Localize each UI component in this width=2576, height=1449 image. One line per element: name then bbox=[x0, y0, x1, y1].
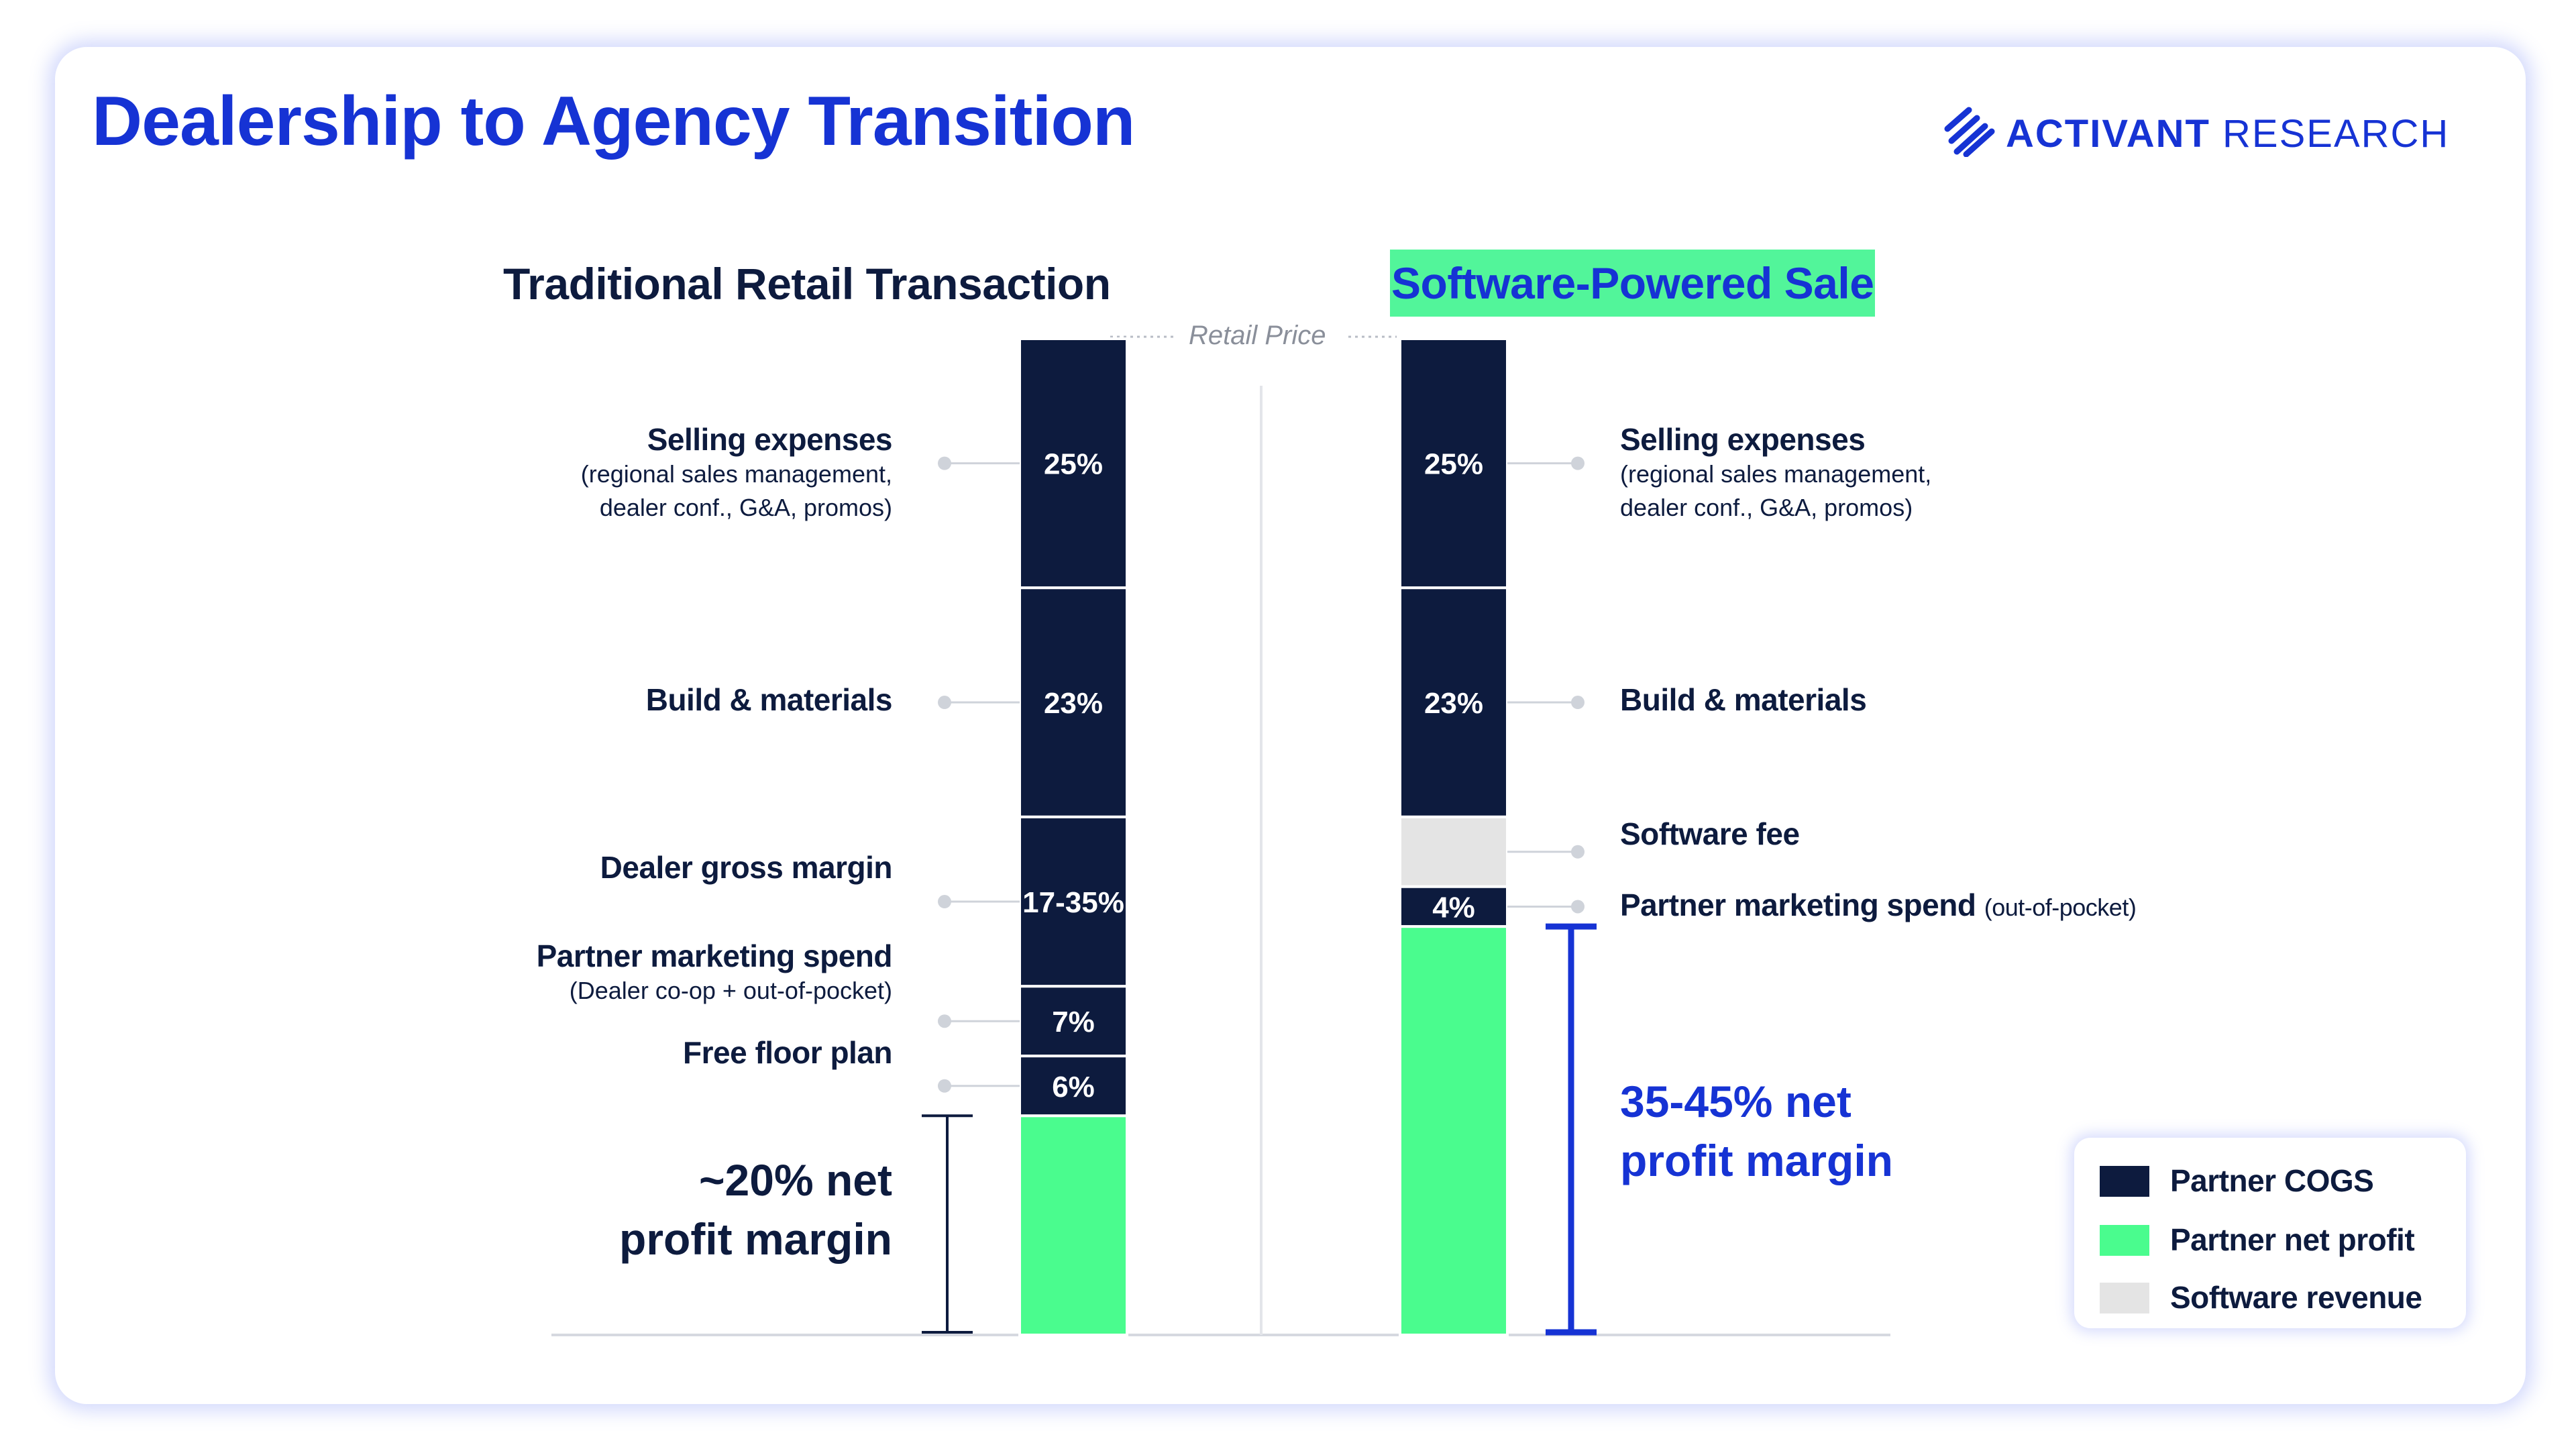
right-net-profit-margin: 35-45% net profit margin bbox=[1620, 1072, 1893, 1190]
retail-price-label: Retail Price bbox=[1189, 321, 1326, 350]
bar-right-value-3: 4% bbox=[1432, 891, 1475, 924]
left-net-margin-line-1: ~20% net bbox=[699, 1155, 892, 1205]
connector-dot-left-0 bbox=[938, 456, 951, 470]
right-selling-expenses-sub-2: dealer conf., G&A, promos) bbox=[1620, 494, 1913, 521]
left-partner-marketing-title: Partner marketing spend bbox=[536, 938, 893, 973]
left-selling-expenses-sub-2: dealer conf., G&A, promos) bbox=[599, 494, 892, 521]
left-label-selling-expenses: Selling expenses (regional sales managem… bbox=[580, 421, 893, 525]
right-label-partner-marketing: Partner marketing spend (out-of-pocket) bbox=[1620, 887, 2137, 923]
legend: Partner COGS Partner net profit Software… bbox=[2074, 1138, 2466, 1328]
bar-right-segment-4 bbox=[1399, 925, 1509, 1336]
left-build-materials-title: Build & materials bbox=[645, 682, 893, 717]
right-label-software-fee: Software fee bbox=[1620, 816, 1800, 852]
left-selling-expenses-title: Selling expenses bbox=[647, 422, 893, 457]
bar-left-value-0: 25% bbox=[1044, 448, 1103, 481]
bar-right-value-0: 25% bbox=[1424, 448, 1483, 481]
legend-label-net-profit: Partner net profit bbox=[2170, 1222, 2415, 1257]
connector-dot-left-1 bbox=[938, 696, 951, 710]
bar-right-segment-1 bbox=[1399, 586, 1509, 818]
connector-dot-left-4 bbox=[938, 1079, 951, 1093]
right-label-selling-expenses: Selling expenses (regional sales managem… bbox=[1620, 421, 1931, 525]
left-chart-title: Traditional Retail Transaction bbox=[503, 259, 1111, 309]
connector-dot-right-0 bbox=[1571, 456, 1585, 470]
left-label-free-floor-plan: Free floor plan bbox=[683, 1034, 892, 1071]
right-net-margin-line-2: profit margin bbox=[1620, 1136, 1893, 1185]
right-build-materials-title: Build & materials bbox=[1620, 682, 1867, 717]
bar-left-segment-4 bbox=[1018, 1055, 1128, 1118]
right-label-build-materials: Build & materials bbox=[1620, 682, 1867, 718]
left-dealer-gross-margin-title: Dealer gross margin bbox=[600, 850, 893, 885]
bar-left-value-2: 17-35% bbox=[1022, 886, 1124, 919]
right-selling-expenses-title: Selling expenses bbox=[1620, 422, 1866, 457]
right-partner-marketing-sub: (out-of-pocket) bbox=[1984, 894, 2137, 921]
page-title: Dealership to Agency Transition bbox=[92, 83, 1135, 160]
right-software-fee-title: Software fee bbox=[1620, 816, 1800, 851]
right-net-margin-line-1: 35-45% net bbox=[1620, 1077, 1851, 1126]
brand-name: ACTIVANT RESEARCH bbox=[2006, 111, 2449, 156]
brand-name-light: RESEARCH bbox=[2222, 112, 2450, 156]
left-label-partner-marketing: Partner marketing spend (Dealer co-op + … bbox=[536, 938, 893, 1008]
left-label-build-materials: Build & materials bbox=[645, 682, 893, 718]
legend-label-software-revenue: Software revenue bbox=[2170, 1280, 2422, 1315]
legend-swatch-cogs bbox=[2100, 1166, 2149, 1197]
connector-dot-left-3 bbox=[938, 1014, 951, 1028]
bar-left-segment-2 bbox=[1018, 815, 1128, 988]
bar-left-value-1: 23% bbox=[1044, 687, 1103, 720]
bar-left-segment-0 bbox=[1018, 337, 1128, 590]
connector-dot-right-3 bbox=[1571, 900, 1585, 914]
brand-name-bold: ACTIVANT bbox=[2006, 112, 2210, 156]
bar-left-segment-5 bbox=[1018, 1114, 1128, 1337]
legend-swatch-net-profit bbox=[2100, 1225, 2149, 1256]
bar-right-value-1: 23% bbox=[1424, 687, 1483, 720]
legend-swatch-software-revenue bbox=[2100, 1283, 2149, 1313]
left-net-profit-margin: ~20% net profit margin bbox=[619, 1150, 892, 1269]
bar-left-value-3: 7% bbox=[1052, 1006, 1095, 1038]
legend-label-cogs: Partner COGS bbox=[2170, 1163, 2374, 1198]
left-partner-marketing-sub: (Dealer co-op + out-of-pocket) bbox=[569, 977, 892, 1004]
connector-dot-left-2 bbox=[938, 895, 951, 909]
brand-logo: ACTIVANT RESEARCH bbox=[1942, 106, 2479, 160]
connector-dot-right-2 bbox=[1571, 845, 1585, 859]
left-selling-expenses-sub-1: (regional sales management, bbox=[580, 460, 892, 488]
right-chart-title: Software-Powered Sale bbox=[1390, 250, 1876, 317]
bar-left-value-4: 6% bbox=[1052, 1071, 1095, 1104]
right-partner-marketing-title: Partner marketing spend bbox=[1620, 888, 1976, 922]
activant-logo-icon bbox=[1944, 107, 1995, 157]
right-partner-marketing-line: Partner marketing spend (out-of-pocket) bbox=[1620, 887, 2137, 923]
left-label-dealer-gross-margin: Dealer gross margin bbox=[600, 849, 893, 885]
left-free-floor-plan-title: Free floor plan bbox=[683, 1035, 892, 1070]
left-net-margin-line-2: profit margin bbox=[619, 1214, 892, 1264]
right-selling-expenses-sub-1: (regional sales management, bbox=[1620, 460, 1932, 488]
bar-right-segment-2 bbox=[1399, 815, 1509, 888]
connector-dot-right-1 bbox=[1571, 696, 1585, 710]
